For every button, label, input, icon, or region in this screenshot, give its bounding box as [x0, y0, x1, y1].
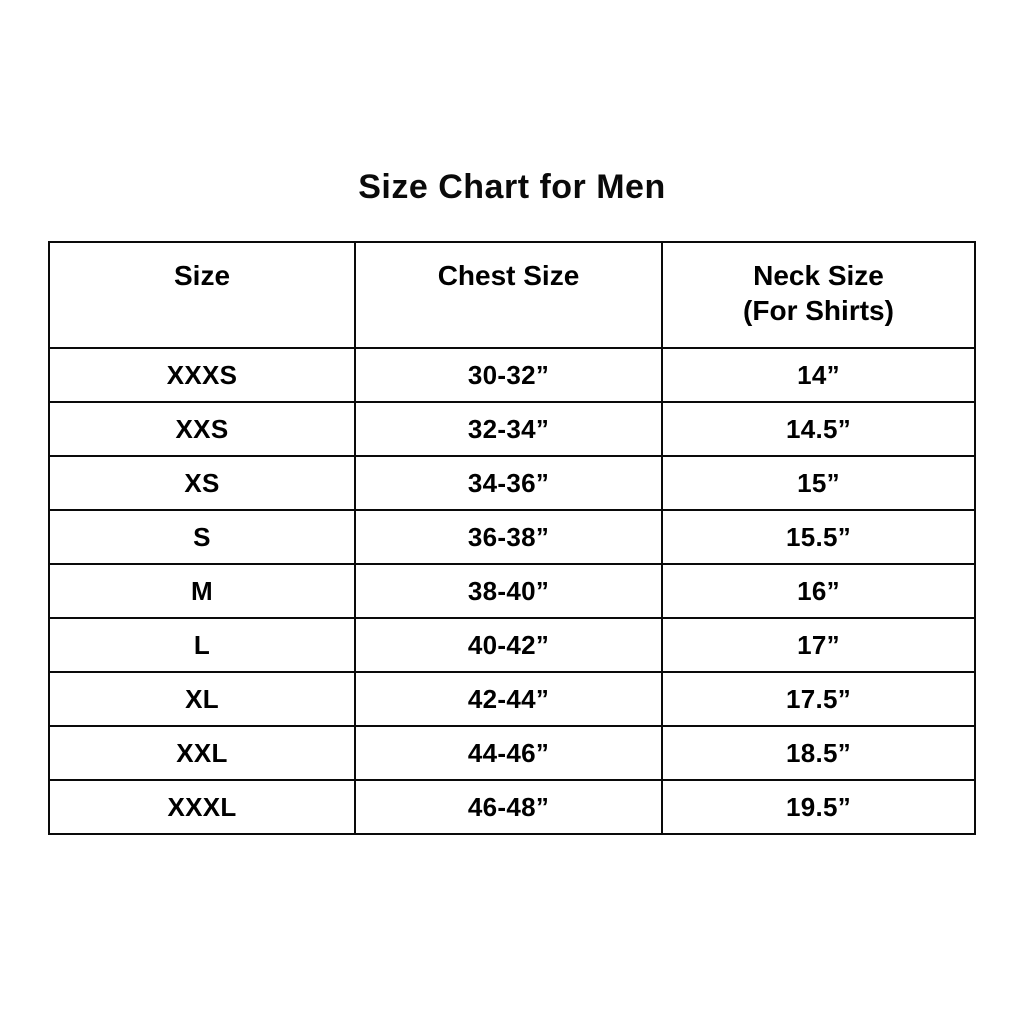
column-header-chest-size: Chest Size	[354, 241, 663, 349]
chest-cell: 44-46”	[354, 725, 663, 781]
neck-cell: 17.5”	[661, 671, 976, 727]
neck-cell: 14”	[661, 347, 976, 403]
neck-cell: 15.5”	[661, 509, 976, 565]
neck-cell: 15”	[661, 455, 976, 511]
table-row: XL 42-44” 17.5”	[48, 671, 976, 727]
neck-cell: 18.5”	[661, 725, 976, 781]
size-cell: XXXL	[48, 779, 356, 835]
table-row: XXS 32-34” 14.5”	[48, 401, 976, 457]
chest-cell: 30-32”	[354, 347, 663, 403]
table-row: XXL 44-46” 18.5”	[48, 725, 976, 781]
chest-cell: 32-34”	[354, 401, 663, 457]
size-cell: XL	[48, 671, 356, 727]
column-header-neck-size-label: Neck Size	[753, 260, 884, 291]
neck-cell: 14.5”	[661, 401, 976, 457]
size-cell: XXL	[48, 725, 356, 781]
table-row: XXXS 30-32” 14”	[48, 347, 976, 403]
size-chart-table: Size Chest Size Neck Size (For Shirts) X…	[48, 241, 976, 835]
size-cell: M	[48, 563, 356, 619]
chest-cell: 34-36”	[354, 455, 663, 511]
size-cell: XXXS	[48, 347, 356, 403]
chest-cell: 36-38”	[354, 509, 663, 565]
column-header-size-label: Size	[173, 260, 231, 291]
chest-cell: 40-42”	[354, 617, 663, 673]
chest-cell: 46-48”	[354, 779, 663, 835]
size-cell: XXS	[48, 401, 356, 457]
page-title: Size Chart for Men	[358, 168, 666, 206]
size-cell: L	[48, 617, 356, 673]
size-cell: XS	[48, 455, 356, 511]
table-row: L 40-42” 17”	[48, 617, 976, 673]
column-header-neck-size: Neck Size (For Shirts)	[661, 241, 976, 349]
table-header-row: Size Chest Size Neck Size (For Shirts)	[48, 241, 976, 349]
table-row: XS 34-36” 15”	[48, 455, 976, 511]
column-header-neck-size-sublabel: (For Shirts)	[743, 295, 894, 326]
chest-cell: 38-40”	[354, 563, 663, 619]
table-row: XXXL 46-48” 19.5”	[48, 779, 976, 835]
neck-cell: 17”	[661, 617, 976, 673]
neck-cell: 19.5”	[661, 779, 976, 835]
table-row: S 36-38” 15.5”	[48, 509, 976, 565]
neck-cell: 16”	[661, 563, 976, 619]
chest-cell: 42-44”	[354, 671, 663, 727]
column-header-chest-size-label: Chest Size	[437, 260, 580, 291]
table-row: M 38-40” 16”	[48, 563, 976, 619]
column-header-size: Size	[48, 241, 356, 349]
size-cell: S	[48, 509, 356, 565]
